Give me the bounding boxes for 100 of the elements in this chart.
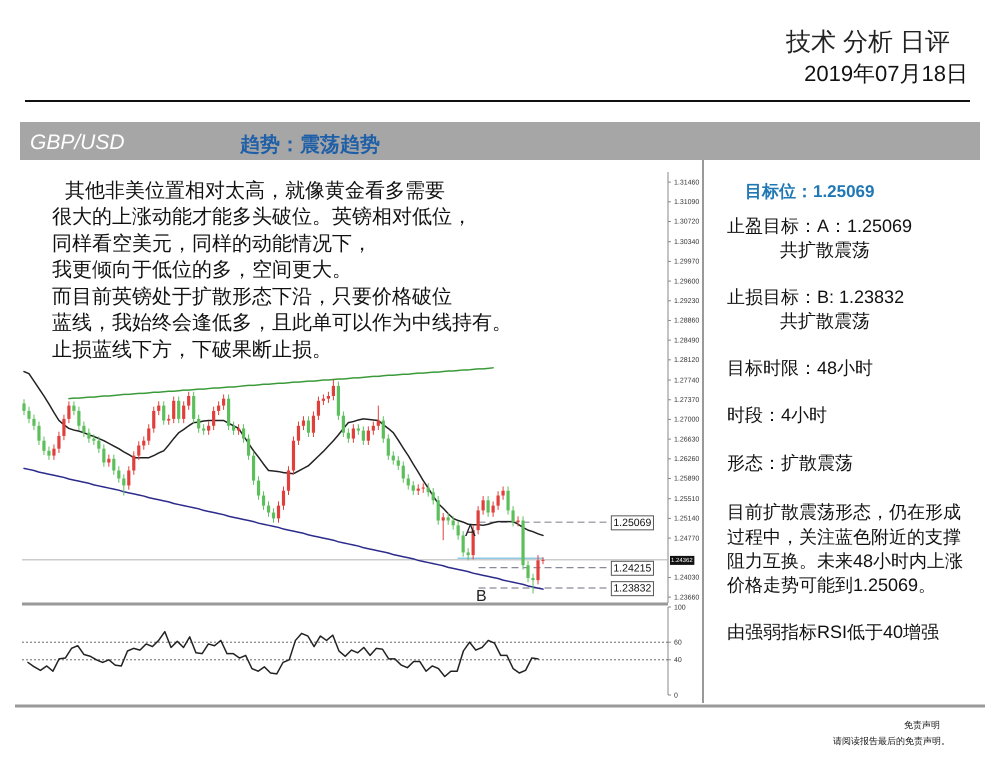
- candlestick: [506, 486, 510, 516]
- candlestick: [382, 416, 385, 444]
- candlestick: [67, 400, 71, 424]
- candlestick: [322, 394, 326, 406]
- candlestick: [516, 516, 520, 527]
- candlestick: [491, 500, 495, 518]
- candlestick: [386, 434, 390, 460]
- candlestick: [102, 444, 106, 468]
- candlestick: [197, 414, 200, 434]
- text: 止盈目标：A：1.25069: [727, 216, 912, 236]
- candlestick: [456, 520, 460, 540]
- candlestick: [442, 512, 445, 541]
- candlestick: [246, 434, 250, 460]
- line-series: [27, 630, 539, 678]
- candlestick: [77, 406, 80, 431]
- candlestick: [406, 474, 410, 490]
- candlestick: [217, 400, 220, 416]
- text: 免责声明: [904, 720, 940, 730]
- text: GBP/USD: [30, 131, 125, 154]
- candlestick: [157, 400, 160, 416]
- candlestick: [376, 405, 380, 431]
- line-series: [23, 370, 544, 536]
- candlestick: [276, 500, 280, 524]
- candlestick: [266, 500, 270, 518]
- candlestick: [432, 488, 435, 506]
- candlestick: [112, 454, 116, 476]
- candlestick: [296, 421, 300, 446]
- text: 止损目标：B: 1.23832: [727, 287, 904, 307]
- line-series: [68, 367, 494, 400]
- candlestick: [212, 406, 216, 431]
- candlestick: [416, 484, 420, 496]
- candlestick: [501, 486, 505, 500]
- candlestick: [256, 476, 260, 500]
- annotation: 而目前英镑处于扩散形态下沿，只要价格破位: [52, 286, 452, 308]
- candlestick: [127, 466, 130, 490]
- candlestick: [396, 456, 400, 470]
- candlestick: [352, 424, 355, 444]
- candlestick: [182, 400, 186, 424]
- candlestick: [366, 426, 370, 446]
- candlestick: [152, 406, 156, 434]
- candlestick: [137, 440, 140, 460]
- candlestick: [132, 450, 136, 476]
- text: 请阅读报告最后的免责声明。: [833, 736, 950, 746]
- candlestick: [312, 410, 316, 438]
- text: 阻力互换。未来48小时内上涨: [727, 551, 964, 571]
- candlestick: [122, 474, 126, 496]
- candlestick: [62, 414, 66, 441]
- text: 目标时限：48小时: [727, 358, 874, 378]
- candlestick: [172, 396, 176, 424]
- candlestick: [107, 454, 110, 468]
- ref-line-label: 1.25069: [613, 516, 652, 529]
- candlestick: [52, 444, 56, 460]
- candlestick: [282, 486, 286, 510]
- candlestick: [42, 436, 46, 456]
- candlestick: [486, 496, 490, 518]
- text: 目标位：1.25069: [745, 182, 874, 201]
- candlestick: [242, 424, 246, 444]
- candlestick: [452, 516, 455, 530]
- candlestick: [346, 428, 350, 444]
- candlestick: [372, 421, 375, 436]
- line-series: [23, 468, 544, 590]
- candlestick: [402, 460, 405, 484]
- annotation: 止损蓝线下方，下破果断止损。: [52, 338, 332, 361]
- candlestick: [462, 530, 465, 558]
- candlestick: [286, 466, 290, 496]
- candlestick: [511, 506, 515, 527]
- candlestick: [302, 416, 306, 431]
- text: 价格走势可能到1.25069。: [726, 575, 936, 595]
- candlestick: [496, 490, 500, 510]
- candlestick: [262, 490, 266, 510]
- candlestick: [342, 410, 345, 438]
- annotation: 其他非美位置相对太高，就像黄金看多需要: [65, 179, 445, 202]
- text: 时段：4小时: [727, 405, 828, 425]
- candlestick: [162, 400, 166, 426]
- candlestick: [97, 436, 100, 454]
- text: 目前扩散震荡形态，仍在形成: [727, 502, 961, 522]
- candlestick: [202, 424, 206, 436]
- candlestick: [362, 426, 365, 446]
- candlestick: [526, 560, 530, 583]
- candlestick: [316, 396, 320, 420]
- candlestick: [436, 496, 440, 526]
- candlestick: [147, 424, 150, 446]
- candlestick: [27, 406, 31, 424]
- candlestick: [22, 398, 26, 416]
- ref-line-label: 1.24215: [613, 562, 652, 574]
- annotation: 同样看空美元，同样的动能情况下，: [52, 232, 372, 255]
- annotation: 我更倾向于低位的多，空间更大。: [52, 259, 352, 281]
- candlestick: [482, 496, 485, 516]
- candlestick: [87, 428, 90, 444]
- candlestick: [426, 482, 430, 498]
- candlestick: [272, 508, 276, 524]
- candlestick: [192, 391, 196, 424]
- annotation: 很大的上涨动能才能多头破位。英镑相对低位，: [52, 206, 472, 228]
- candlestick: [422, 482, 425, 494]
- text: 共扩散震荡: [780, 240, 870, 260]
- text: 共扩散震荡: [780, 311, 870, 331]
- candlestick: [446, 512, 450, 526]
- candlestick: [57, 431, 61, 454]
- text: 过程中，关注蓝色附近的支撑: [727, 527, 961, 547]
- candlestick: [37, 421, 41, 446]
